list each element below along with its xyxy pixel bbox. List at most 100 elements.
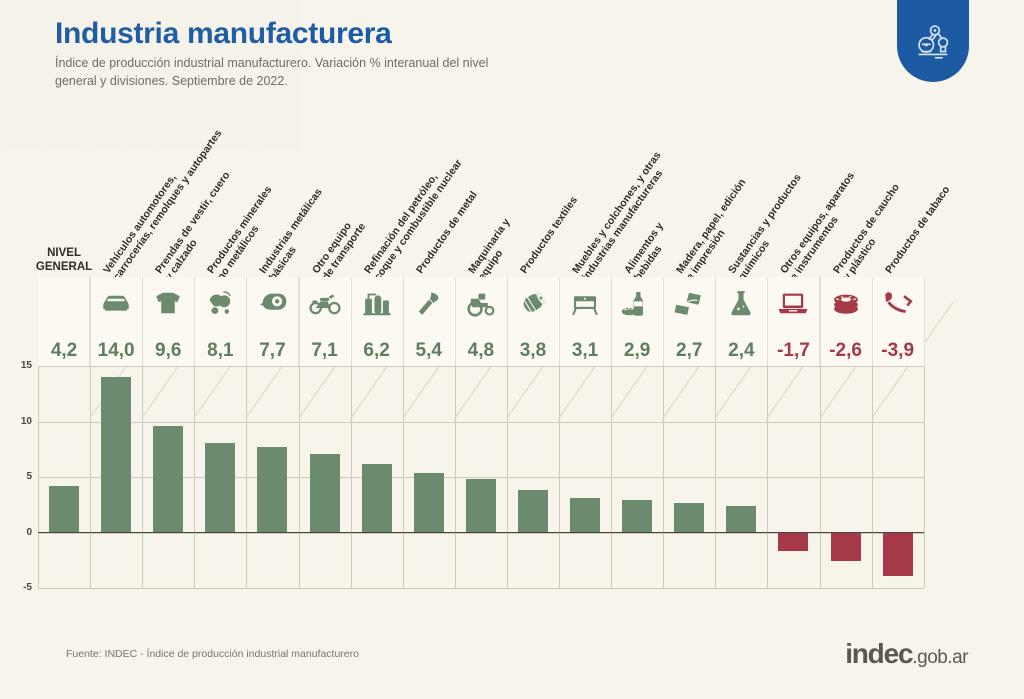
category-cell xyxy=(298,277,352,366)
gridline-vertical xyxy=(559,366,560,588)
gridline-horizontal xyxy=(38,421,924,423)
y-axis-tick-label: 0 xyxy=(26,526,32,538)
y-axis-tick-label: 10 xyxy=(20,415,32,427)
category-cell xyxy=(819,277,873,366)
y-axis-tick-label: -5 xyxy=(23,582,32,593)
gridline-horizontal xyxy=(38,477,924,478)
metal-coil-icon xyxy=(246,283,298,323)
gridline-vertical xyxy=(298,366,300,588)
bar xyxy=(830,532,861,562)
page-subtitle: Índice de producción industrial manufact… xyxy=(55,55,489,88)
tractor-icon xyxy=(455,283,507,323)
category-label: Productos textiles xyxy=(517,194,580,276)
gridline-vertical xyxy=(246,366,248,588)
category-cell xyxy=(559,277,613,366)
bar xyxy=(205,442,236,533)
thread-spool-icon xyxy=(507,283,559,323)
car-icon xyxy=(90,283,142,323)
bar xyxy=(465,479,496,533)
value-label: 14,0 xyxy=(97,340,135,361)
value-label: 8,1 xyxy=(207,340,234,361)
bar xyxy=(101,377,132,533)
bar xyxy=(153,425,184,533)
category-label: Alimentos y bebidas xyxy=(622,220,667,283)
gridline-vertical xyxy=(350,366,352,588)
bar xyxy=(570,498,601,533)
header: Industria manufacturera Índice de produc… xyxy=(55,18,755,90)
gridline-vertical xyxy=(611,366,613,588)
bar xyxy=(882,532,913,576)
hammer-icon xyxy=(403,283,455,323)
category-cell xyxy=(871,277,925,366)
value-label: 7,7 xyxy=(259,340,286,361)
value-label: 9,6 xyxy=(155,340,182,361)
gridline-vertical xyxy=(506,366,508,588)
bar xyxy=(726,505,757,533)
value-label: 5,4 xyxy=(415,340,442,361)
value-label: 3,1 xyxy=(571,340,599,361)
value-label: 2,4 xyxy=(728,340,755,361)
gridline-vertical xyxy=(767,366,769,588)
bar xyxy=(309,453,340,533)
gridline-vertical xyxy=(819,366,821,588)
gridline-vertical xyxy=(194,366,196,588)
bar xyxy=(674,502,705,533)
gridline-vertical xyxy=(715,366,717,588)
category-cell xyxy=(38,277,91,366)
bottle-bread-icon xyxy=(611,283,663,323)
flask-icon xyxy=(715,283,767,323)
source-note: Fuente: INDEC - Índice de producción ind… xyxy=(66,648,359,660)
value-label: 4,2 xyxy=(50,340,78,361)
bar xyxy=(622,500,653,533)
y-axis-tick-label: 15 xyxy=(20,360,32,371)
category-cell xyxy=(767,277,821,366)
laptop-icon xyxy=(767,283,819,323)
gridline-vertical xyxy=(454,366,456,588)
gridline-horizontal xyxy=(38,366,924,367)
value-label: -2,6 xyxy=(829,340,862,361)
gridline-vertical xyxy=(38,366,39,588)
gridline-vertical xyxy=(663,366,665,588)
category-label: Maquinaria y equipo xyxy=(465,216,513,283)
wood-paper-icon xyxy=(663,283,715,323)
bar xyxy=(257,447,288,533)
cement-mixer-icon xyxy=(194,283,246,323)
category-cell xyxy=(246,277,300,366)
bar xyxy=(778,532,809,552)
logo-tld: .gob.ar xyxy=(912,647,968,668)
pipe-icon xyxy=(872,283,924,323)
gridline-vertical xyxy=(402,366,404,588)
zero-axis-line xyxy=(38,531,924,534)
bar xyxy=(361,463,392,533)
value-label: -3,9 xyxy=(881,340,915,361)
tshirt-icon xyxy=(142,283,194,323)
gridline-horizontal xyxy=(38,588,924,589)
dresser-icon xyxy=(559,283,611,323)
gridline-vertical xyxy=(923,366,925,588)
category-cell xyxy=(506,277,560,366)
gridline-vertical xyxy=(90,366,92,588)
bar xyxy=(49,485,80,533)
value-label: 3,8 xyxy=(519,340,547,361)
bar xyxy=(517,490,548,533)
robotic-arm-icon xyxy=(897,0,969,82)
logo-word: indec xyxy=(845,638,913,669)
value-label: -1,7 xyxy=(777,340,810,361)
value-label: 2,7 xyxy=(676,340,703,361)
indec-logo: indec.gob.ar xyxy=(845,638,968,670)
refinery-icon xyxy=(351,283,403,323)
value-label: 2,9 xyxy=(623,340,651,361)
value-label: 4,8 xyxy=(467,340,495,361)
gridline-vertical xyxy=(871,366,873,588)
tires-icon xyxy=(820,283,872,323)
category-cell xyxy=(350,277,404,366)
category-cell xyxy=(142,277,196,366)
gridline-vertical xyxy=(142,366,144,588)
category-label: Muebles y colchones, y otras industrias m… xyxy=(570,149,666,283)
category-label-nivel-general: NIVEL GENERAL xyxy=(35,247,93,274)
motorcycle-icon xyxy=(299,283,351,323)
bar xyxy=(413,472,444,533)
page-title: Industria manufacturera xyxy=(55,17,392,50)
y-axis-tick-label: 5 xyxy=(26,471,32,482)
